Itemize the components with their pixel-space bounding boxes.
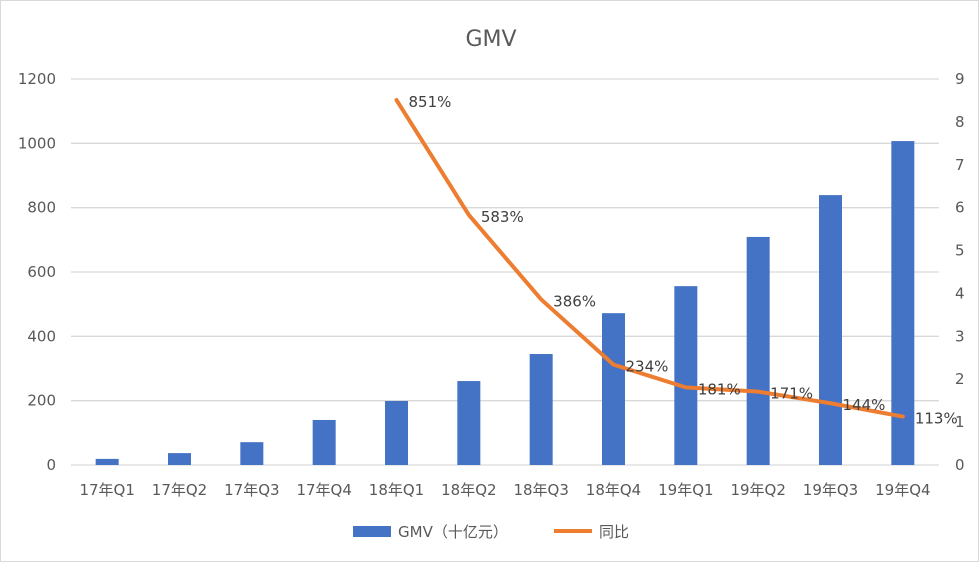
chart-title: GMV: [465, 27, 516, 52]
x-tick-label: 18年Q2: [441, 481, 496, 499]
x-tick-label: 18年Q3: [513, 481, 568, 499]
bar: [747, 237, 770, 465]
yoy-data-label: 144%: [843, 396, 886, 414]
bar: [602, 313, 625, 465]
yoy-data-label: 171%: [770, 385, 813, 403]
x-tick-label: 19年Q1: [658, 481, 713, 499]
y-left-tick-label: 600: [27, 263, 56, 281]
bar: [385, 401, 408, 465]
bar: [457, 381, 480, 465]
x-tick-label: 17年Q4: [296, 481, 351, 499]
yoy-data-label: 851%: [409, 93, 452, 111]
x-tick-label: 18年Q4: [586, 481, 641, 499]
y-right-tick-label: 4: [955, 284, 965, 302]
x-tick-label: 17年Q1: [79, 481, 134, 499]
legend-gmv-label: GMV（十亿元）: [398, 523, 508, 541]
y-right-tick-label: 6: [955, 199, 965, 217]
y-left-tick-label: 0: [46, 456, 56, 474]
bar: [819, 195, 842, 465]
yoy-data-label: 583%: [481, 208, 524, 226]
yoy-data-label: 234%: [626, 358, 669, 376]
yoy-data-label: 386%: [553, 292, 596, 310]
y-left-tick-label: 1200: [18, 70, 56, 88]
bar: [313, 420, 336, 465]
bar: [674, 286, 697, 465]
y-right-tick-label: 8: [955, 113, 965, 131]
y-left-tick-label: 400: [27, 327, 56, 345]
bar: [530, 354, 553, 465]
bar: [168, 453, 191, 465]
y-right-tick-label: 5: [955, 242, 965, 260]
legend: GMV（十亿元） 同比: [353, 523, 629, 541]
bar: [240, 442, 263, 465]
y-right-tick-label: 9: [955, 70, 965, 88]
yoy-data-label: 113%: [915, 410, 958, 428]
y-right-tick-label: 2: [955, 370, 965, 388]
legend-yoy-label: 同比: [599, 523, 629, 541]
x-tick-label: 18年Q1: [369, 481, 424, 499]
x-tick-label: 19年Q2: [730, 481, 785, 499]
bar: [96, 459, 119, 465]
y-left-tick-label: 800: [27, 199, 56, 217]
yoy-data-label: 181%: [698, 380, 741, 398]
x-tick-label: 19年Q4: [875, 481, 930, 499]
y-right-tick-label: 7: [955, 156, 965, 174]
legend-bar-swatch: [353, 526, 391, 537]
y-left-tick-label: 1000: [18, 134, 56, 152]
x-tick-label: 17年Q3: [224, 481, 279, 499]
y-right-tick-label: 0: [955, 456, 965, 474]
y-right-tick-label: 1: [955, 413, 965, 431]
y-right-tick-label: 3: [955, 327, 965, 345]
x-tick-label: 19年Q3: [803, 481, 858, 499]
y-left-tick-label: 200: [27, 392, 56, 410]
x-tick-label: 17年Q2: [152, 481, 207, 499]
